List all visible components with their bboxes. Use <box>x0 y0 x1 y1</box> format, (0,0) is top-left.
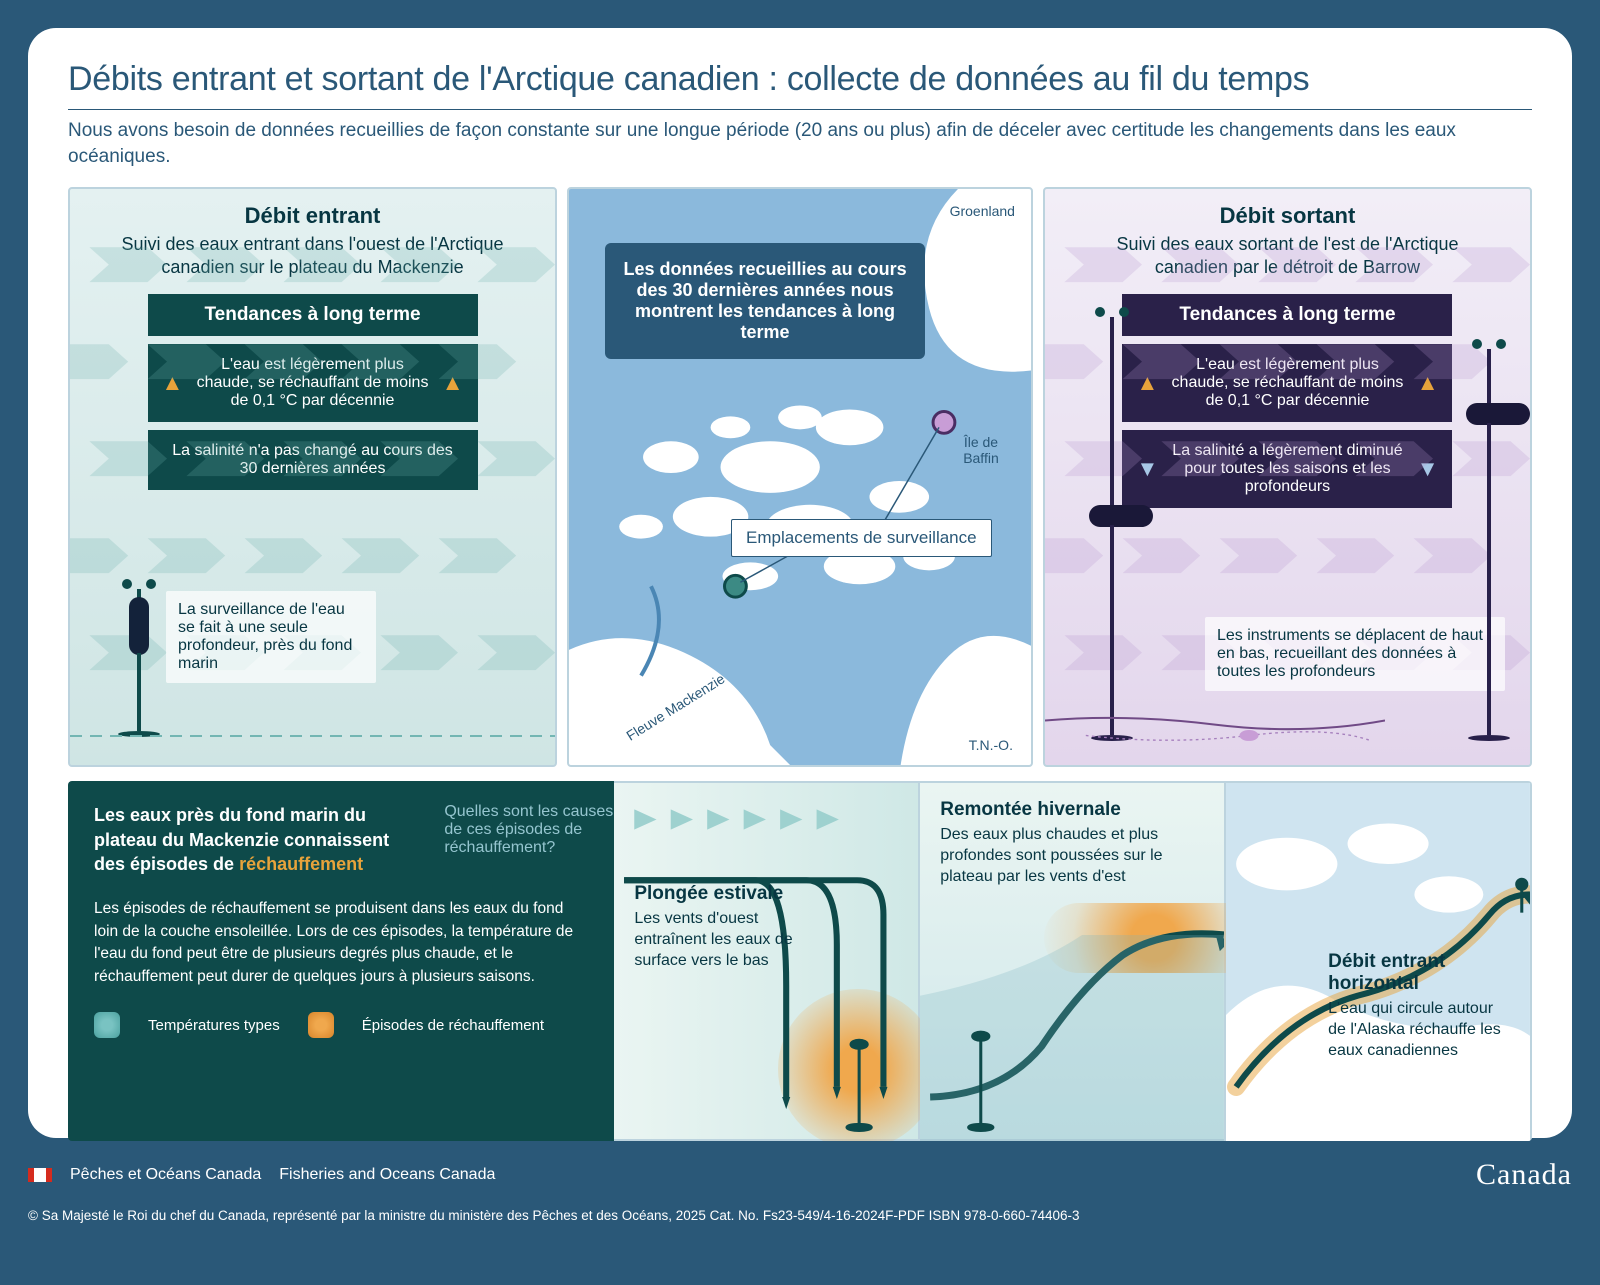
geo-greenland: Groenland <box>950 203 1015 219</box>
outflow-title: Débit sortant <box>1085 203 1490 229</box>
outflow-caption: Les instruments se déplacent de haut en … <box>1205 617 1505 691</box>
outflow-trend-1: ▲ L'eau est légèrement plus chaude, se r… <box>1122 344 1452 422</box>
inflow-title: Débit entrant <box>110 203 515 229</box>
infographic-card: Débits entrant et sortant de l'Arctique … <box>28 28 1572 1138</box>
outflow-trend-box: Tendances à long terme ▲ L'eau est légèr… <box>1122 294 1452 508</box>
outflow-seabed-line <box>1045 711 1385 745</box>
horiz-title: Débit entrant horizontal <box>1328 951 1508 995</box>
legend-warm-swatch <box>308 1012 334 1038</box>
inflow-trend-1-text: L'eau est légèrement plus chaude, se réc… <box>193 356 431 410</box>
geo-tno: T.N.-O. <box>969 737 1013 753</box>
geo-baffin: Île de Baffin <box>951 434 1011 466</box>
inflow-trend-2-text: La salinité n'a pas changé au cours des … <box>162 442 464 478</box>
plongee-text: Plongée estivale Les vents d'ouest entra… <box>634 883 824 971</box>
outflow-sub: Suivi des eaux sortant de l'est de l'Arc… <box>1085 233 1490 278</box>
inflow-trend-box: Tendances à long terme ▲ L'eau est légèr… <box>148 294 478 490</box>
mooring-outflow-1-icon <box>1089 307 1135 741</box>
legend: Températures types Épisodes de réchauffe… <box>94 1012 588 1038</box>
bottom-lead-hot: réchauffement <box>239 854 363 874</box>
panel-remontee: Remontée hivernale Des eaux plus chaudes… <box>920 781 1226 1141</box>
remontee-title: Remontée hivernale <box>940 799 1180 821</box>
inflow-trend-2: La salinité n'a pas changé au cours des … <box>148 430 478 490</box>
outflow-trend-1-text: L'eau est légèrement plus chaude, se réc… <box>1168 356 1406 410</box>
inflow-sub: Suivi des eaux entrant dans l'ouest de l… <box>110 233 515 278</box>
remontee-desc: Des eaux plus chaudes et plus profondes … <box>940 825 1180 887</box>
outflow-head: Débit sortant Suivi des eaux sortant de … <box>1045 189 1530 278</box>
horiz-text: Débit entrant horizontal L'eau qui circu… <box>1328 951 1508 1061</box>
panel-plongee: Plongée estivale Les vents d'ouest entra… <box>614 781 920 1141</box>
horiz-desc: L'eau qui circule autour de l'Alaska réc… <box>1328 999 1508 1061</box>
canada-flag-icon <box>28 1168 52 1182</box>
remontee-text: Remontée hivernale Des eaux plus chaudes… <box>940 799 1180 887</box>
outflow-trend-head: Tendances à long terme <box>1122 294 1452 336</box>
map-monitoring-label: Emplacements de surveillance <box>731 519 992 557</box>
mooring-outflow-2-icon <box>1466 339 1512 741</box>
plongee-title: Plongée estivale <box>634 883 824 905</box>
page-subtitle: Nous avons besoin de données recueillies… <box>68 118 1532 169</box>
legend-typical-label: Températures types <box>148 1017 280 1034</box>
title-rule <box>68 109 1532 110</box>
panel-map: Les données recueillies au cours des 30 … <box>567 187 1033 767</box>
dept-fr-line: Pêches et Océans Canada <box>70 1166 261 1184</box>
mooring-inflow-icon <box>116 579 162 737</box>
dept-en-line: Fisheries and Oceans Canada <box>279 1166 495 1184</box>
panel-horizontal: Débit entrant horizontal L'eau qui circu… <box>1226 781 1532 1141</box>
inflow-trend-1: ▲ L'eau est légèrement plus chaude, se r… <box>148 344 478 422</box>
copyright: © Sa Majesté le Roi du chef du Canada, r… <box>28 1208 1572 1223</box>
canada-wordmark: Canada <box>1476 1158 1572 1192</box>
top-row: Débit entrant Suivi des eaux entrant dan… <box>68 187 1532 767</box>
dept-fr: Pêches et Océans Canada <box>70 1166 261 1184</box>
bottom-ask: Quelles sont les causes de ces épisodes … <box>444 803 624 857</box>
page-title: Débits entrant et sortant de l'Arctique … <box>68 60 1532 99</box>
inflow-trend-head: Tendances à long terme <box>148 294 478 336</box>
panel-inflow: Débit entrant Suivi des eaux entrant dan… <box>68 187 557 767</box>
inflow-ground-line <box>70 735 555 737</box>
bottom-body: Les épisodes de réchauffement se produis… <box>94 898 588 988</box>
map-callout: Les données recueillies au cours des 30 … <box>605 243 925 359</box>
dept-en: Fisheries and Oceans Canada <box>279 1166 495 1184</box>
bottom-ask-text: Quelles sont les causes de ces épisodes … <box>444 803 613 856</box>
bottom-lead: Les eaux près du fond marin du plateau d… <box>94 803 394 876</box>
bottom-row: Les eaux près du fond marin du plateau d… <box>68 781 1532 1141</box>
outflow-trend-2: ▼ La salinité a légèrement diminué pour … <box>1122 430 1452 508</box>
legend-warm-label: Épisodes de réchauffement <box>362 1017 544 1034</box>
panel-outflow: Débit sortant Suivi des eaux sortant de … <box>1043 187 1532 767</box>
outflow-trend-2-text: La salinité a légèrement diminué pour to… <box>1168 442 1406 496</box>
legend-typical-swatch <box>94 1012 120 1038</box>
bottom-text-panel: Les eaux près du fond marin du plateau d… <box>68 781 614 1141</box>
footer: Pêches et Océans Canada Fisheries and Oc… <box>28 1158 1572 1192</box>
inflow-head: Débit entrant Suivi des eaux entrant dan… <box>70 189 555 278</box>
inflow-caption: La surveillance de l'eau se fait à une s… <box>166 591 376 683</box>
plongee-desc: Les vents d'ouest entraînent les eaux de… <box>634 909 824 971</box>
